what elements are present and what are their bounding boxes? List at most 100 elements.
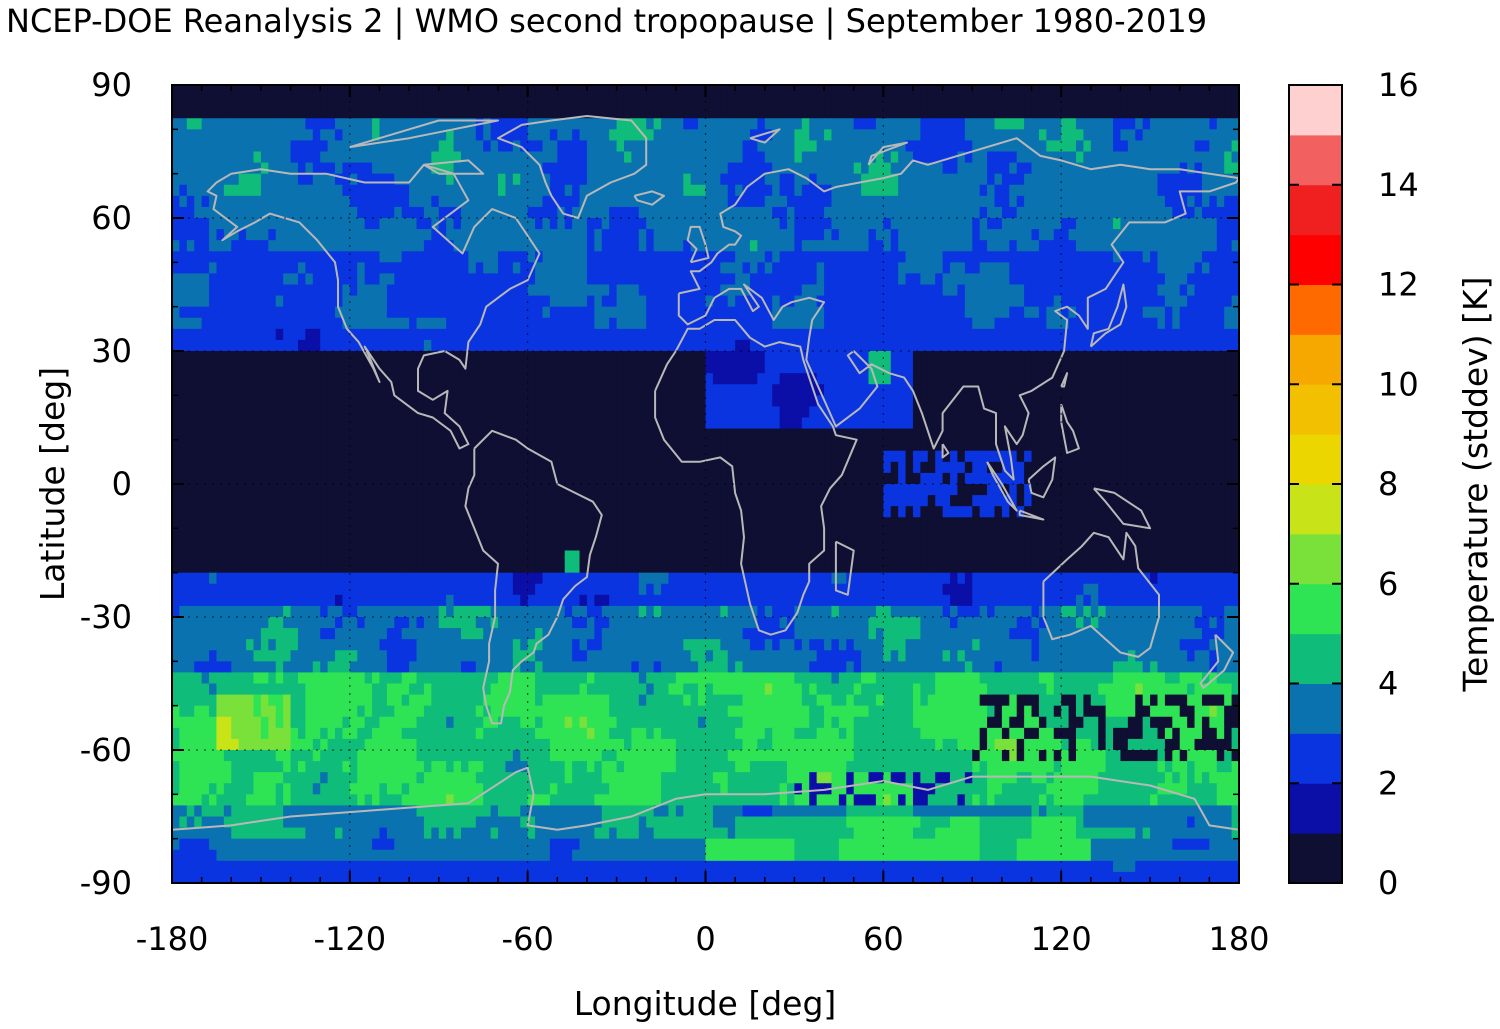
field-cell: [905, 96, 914, 108]
field-cell: [416, 107, 425, 119]
field-cell: [883, 373, 892, 385]
field-cell: [394, 162, 403, 175]
field-cell: [364, 306, 373, 319]
field-cell: [401, 229, 410, 241]
field-cell: [1053, 251, 1062, 263]
field-cell: [564, 206, 573, 219]
field-cell: [572, 107, 581, 119]
field-cell: [549, 439, 558, 452]
field-cell: [305, 184, 314, 197]
field-cell: [853, 395, 862, 408]
field-cell: [172, 273, 181, 286]
field-cell: [312, 395, 321, 408]
field-cell: [468, 262, 477, 275]
field-cell: [1127, 151, 1136, 164]
field-cell: [757, 395, 766, 408]
field-cell: [357, 295, 366, 308]
field-cell: [1224, 295, 1233, 308]
field-cell: [238, 129, 247, 142]
field-cell: [535, 317, 544, 330]
field-cell: [401, 162, 410, 175]
field-cell: [1001, 351, 1010, 363]
field-cell: [505, 129, 514, 142]
field-cell: [935, 229, 944, 241]
field-cell: [572, 384, 581, 396]
field-cell: [260, 284, 269, 297]
field-cell: [1142, 118, 1151, 130]
field-cell: [875, 85, 884, 97]
field-cell: [801, 129, 810, 142]
field-cell: [1172, 406, 1181, 419]
field-cell: [1090, 351, 1099, 363]
field-cell: [468, 439, 477, 452]
field-cell: [846, 229, 855, 241]
field-cell: [379, 328, 388, 341]
field-cell: [401, 218, 410, 230]
field-cell: [401, 362, 410, 374]
field-cell: [1075, 306, 1084, 319]
field-cell: [416, 428, 425, 441]
field-cell: [861, 251, 870, 263]
field-cell: [720, 262, 729, 275]
field-cell: [883, 339, 892, 352]
field-cell: [1135, 206, 1144, 219]
field-cell: [638, 96, 647, 108]
field-cell: [394, 184, 403, 197]
field-cell: [1075, 107, 1084, 119]
field-cell: [1068, 362, 1077, 374]
field-cell: [179, 373, 188, 385]
field-cell: [305, 295, 314, 308]
field-cell: [979, 384, 988, 396]
field-cell: [1024, 273, 1033, 286]
field-cell: [661, 96, 670, 108]
field-cell: [335, 417, 344, 430]
field-cell: [853, 384, 862, 396]
field-cell: [816, 417, 825, 430]
field-cell: [364, 284, 373, 297]
field-cell: [1157, 328, 1166, 341]
field-cell: [1179, 450, 1188, 463]
field-cell: [1150, 395, 1159, 408]
field-cell: [335, 195, 344, 208]
field-cell: [1201, 317, 1210, 330]
field-cell: [179, 251, 188, 263]
field-cell: [327, 406, 336, 419]
field-cell: [853, 151, 862, 164]
field-cell: [431, 317, 440, 330]
field-cell: [394, 140, 403, 153]
field-cell: [305, 395, 314, 408]
field-cell: [1061, 173, 1070, 186]
field-cell: [342, 195, 351, 208]
field-cell: [438, 107, 447, 119]
field-cell: [809, 284, 818, 297]
field-cell: [1179, 251, 1188, 263]
field-cell: [431, 262, 440, 275]
field-cell: [179, 395, 188, 408]
field-cell: [712, 417, 721, 430]
field-cell: [883, 351, 892, 363]
field-cell: [698, 273, 707, 286]
field-cell: [246, 195, 255, 208]
field-cell: [1224, 328, 1233, 341]
field-cell: [1105, 184, 1114, 197]
field-cell: [1216, 229, 1225, 241]
field-cell: [875, 229, 884, 241]
field-cell: [460, 450, 469, 463]
field-cell: [275, 251, 284, 263]
field-cell: [1098, 295, 1107, 308]
field-cell: [283, 229, 292, 241]
field-cell: [172, 395, 181, 408]
field-cell: [757, 450, 766, 463]
field-cell: [594, 328, 603, 341]
field-cell: [1053, 339, 1062, 352]
field-cell: [579, 273, 588, 286]
field-cell: [372, 229, 381, 241]
field-cell: [312, 450, 321, 463]
field-cell: [1120, 362, 1129, 374]
field-cell: [1009, 151, 1018, 164]
field-cell: [868, 206, 877, 219]
field-cell: [712, 96, 721, 108]
field-cell: [846, 461, 855, 474]
field-cell: [735, 395, 744, 408]
field-cell: [549, 328, 558, 341]
